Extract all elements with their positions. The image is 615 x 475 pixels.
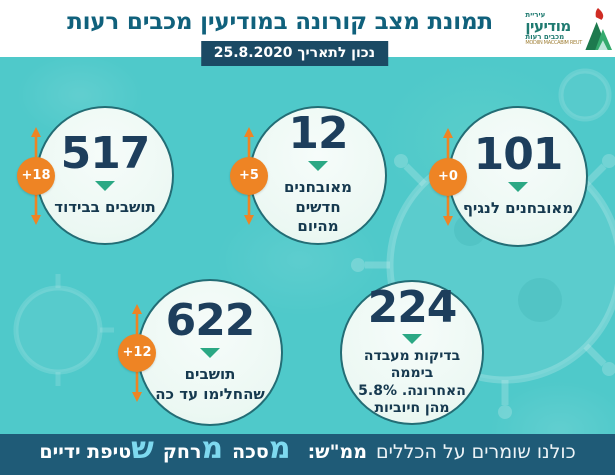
rule-mask-rest: סכה <box>232 441 269 463</box>
stat-bubble: 224 בדיקות מעבדה ביממה האחרונה. 5.8% מהן… <box>340 280 484 425</box>
page-title: תמונת מצב קורונה במודיעין מכבים רעות <box>67 9 493 35</box>
stat-value: 224 <box>367 281 458 333</box>
delta-pin: +0 <box>429 127 467 226</box>
triangle-down-icon <box>95 180 115 191</box>
stat-lab-tests: 224 בדיקות מעבדה ביממה האחרונה. 5.8% מהן… <box>340 280 484 425</box>
stat-residents-in-isolation: 517 תושבים בבידוד +18 <box>17 106 174 245</box>
footer-rules-bar: כולנו שומרים על הכללים ממ"ש: מסכה מרחק ש… <box>0 434 615 475</box>
delta-pin: +18 <box>17 126 55 225</box>
stat-bubble: 622 תושבים שהחלימו עד כה <box>137 279 283 426</box>
municipality-logo: עיריית מודיעין מכבים רעות MODIIN MACCABI… <box>525 2 612 55</box>
logo-line-city: עיריית <box>525 10 546 19</box>
stat-diagnosed-with-virus: 101 מאובחנים לנגיף +0 <box>429 106 588 247</box>
stat-bubble: 12 מאובחנים חדשים מהיום <box>249 106 387 245</box>
delta-badge: +18 <box>17 156 55 195</box>
delta-badge: +5 <box>230 156 268 195</box>
delta-badge: +0 <box>429 157 467 196</box>
footer-prefix-text: כולנו שומרים על הכללים <box>375 441 576 463</box>
rule-mask: מסכה <box>232 434 290 464</box>
stat-label: תושבים שהחלימו עד כה <box>155 365 265 403</box>
date-badge: נכון לתאריך 25.8.2020 <box>200 41 389 66</box>
stat-value: 101 <box>473 128 564 180</box>
rule-handwashing-initial: ש <box>131 431 154 466</box>
rule-handwashing-rest: טיפת ידיים <box>39 441 132 463</box>
stat-label: מאובחנים חדשים מהיום <box>283 178 353 236</box>
stat-new-diagnosed-today: 12 מאובחנים חדשים מהיום +5 <box>230 106 387 245</box>
delta-pin: +5 <box>230 126 268 225</box>
logo-line-name: מודיעין <box>525 16 571 35</box>
delta-pin: +12 <box>118 303 156 402</box>
municipality-emblem-icon <box>585 7 612 50</box>
logo-line-suffix: מכבים רעות <box>525 32 565 41</box>
rule-distance-rest: רחק <box>162 441 202 463</box>
rule-distance: מרחק <box>162 434 223 464</box>
rule-distance-initial: מ <box>201 431 224 466</box>
logo-line-english: MODIIN MACCABIM REUT <box>525 39 582 46</box>
footer-acronym: ממ"ש: <box>307 441 367 463</box>
stat-recovered-so-far: 622 תושבים שהחלימו עד כה +12 <box>118 279 283 426</box>
stat-bubble: 101 מאובחנים לנגיף <box>448 106 588 247</box>
stat-label: מאובחנים לנגיף <box>462 198 574 217</box>
stat-value: 622 <box>165 295 256 346</box>
delta-badge: +12 <box>118 333 156 372</box>
triangle-down-icon <box>308 161 328 172</box>
triangle-down-icon <box>200 348 220 358</box>
rule-mask-initial: מ <box>268 431 291 466</box>
stat-value: 517 <box>60 127 151 179</box>
stat-bubble: 517 תושבים בבידוד <box>36 106 174 245</box>
triangle-down-icon <box>402 333 422 344</box>
stat-label: בדיקות מעבדה ביממה האחרונה. 5.8% מהן חיו… <box>358 347 466 417</box>
stat-value: 12 <box>288 108 348 160</box>
rule-handwashing: שטיפת ידיים <box>39 434 154 464</box>
triangle-down-icon <box>508 181 528 192</box>
stat-label: תושבים בבידוד <box>54 197 156 216</box>
municipality-logo-text: עיריית מודיעין מכבים רעות MODIIN MACCABI… <box>525 10 582 46</box>
